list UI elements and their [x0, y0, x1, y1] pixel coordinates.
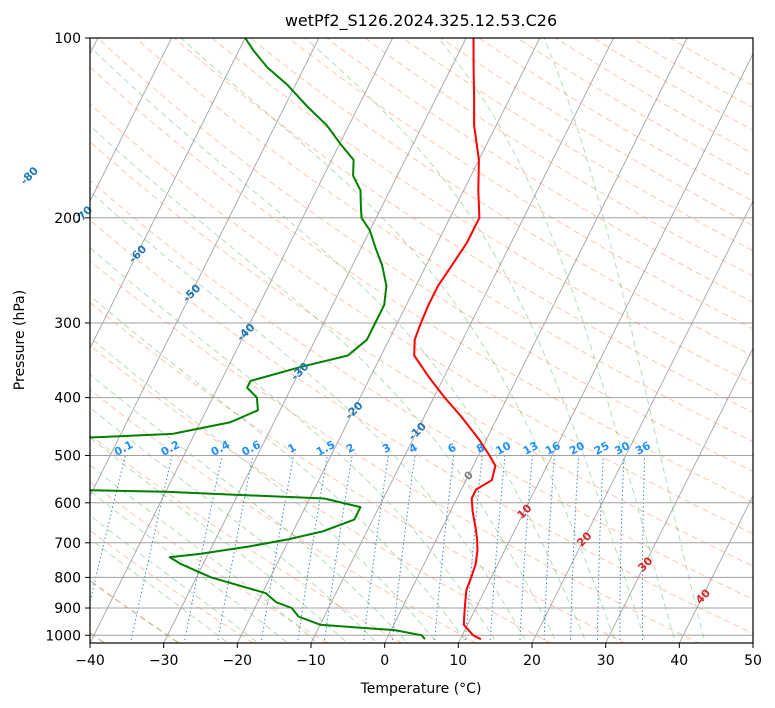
mixing-ratio-line	[569, 455, 580, 643]
y-tick-label: 900	[54, 601, 81, 617]
moist-adiabat	[90, 124, 558, 643]
isotherm	[90, 38, 320, 497]
dry-adiabat	[90, 344, 552, 643]
x-tick-label: −40	[75, 653, 105, 669]
moist-adiabat	[90, 247, 498, 643]
dry-adiabat	[90, 301, 626, 643]
y-tick-label: 500	[54, 449, 81, 465]
moist-adiabat	[438, 38, 676, 643]
dry-adiabat	[90, 579, 180, 643]
dry-adiabat	[90, 66, 753, 503]
mixing-ratio-line	[619, 455, 625, 643]
x-tick-label: 40	[670, 653, 688, 669]
x-tick-label: −20	[223, 653, 253, 669]
isotherm	[90, 38, 394, 643]
moist-adiabats	[90, 38, 706, 643]
mixing-ratio-label: 36	[633, 439, 653, 458]
isotherm	[90, 38, 246, 350]
isotherm	[605, 347, 753, 643]
moist-adiabat	[90, 514, 259, 643]
dry-adiabat	[97, 38, 753, 473]
y-tick-label: 1000	[45, 628, 81, 644]
plot-background	[90, 38, 753, 643]
x-tick-label: 10	[449, 653, 467, 669]
mixing-ratio-line	[464, 455, 483, 643]
moist-adiabat	[90, 295, 468, 643]
y-axis-ticks: 1000 900 800 700 600 500 400 300 200 100	[45, 31, 90, 644]
mixing-ratio-line	[296, 455, 328, 643]
moist-adiabat	[90, 406, 378, 643]
x-tick-label: 20	[523, 653, 541, 669]
mixing-ratio-line	[596, 455, 604, 643]
moist-adiabat	[90, 538, 230, 643]
mixing-ratio-label: 10	[494, 439, 514, 458]
isotherm	[236, 38, 541, 643]
y-tick-label: 300	[54, 316, 81, 332]
plot-frame	[89, 37, 754, 644]
moist-adiabat	[90, 436, 349, 643]
dry-adiabat	[90, 260, 701, 643]
y-tick-label: 400	[54, 391, 81, 407]
y-axis-label: Pressure (hPa)	[12, 290, 28, 390]
moist-adiabat	[90, 336, 438, 643]
mixing-ratio-line	[216, 455, 254, 643]
x-tick-label: 50	[744, 653, 762, 669]
dry-adiabat	[211, 38, 753, 385]
y-tick-label: 200	[54, 211, 81, 227]
mixing-ratio-line	[519, 455, 533, 643]
x-axis-label: Temperature (°C)	[360, 681, 482, 697]
dry-adiabat	[135, 38, 753, 443]
mixing-ratio-line	[543, 455, 555, 643]
mixing-ratio-label: 25	[592, 439, 612, 458]
x-tick-label: 0	[380, 653, 389, 669]
x-axis-ticks: −40 −30 −20 −10 0 10 20 30 40 50	[75, 643, 762, 669]
mixing-ratio-label: 16	[543, 439, 563, 458]
dry-adiabat	[249, 38, 753, 357]
mixing-ratio-line	[183, 455, 223, 643]
y-tick-label: 800	[54, 570, 81, 586]
moist-adiabat	[180, 38, 617, 643]
moist-adiabat	[304, 38, 647, 643]
isotherm	[531, 199, 753, 643]
dry-adiabat	[90, 219, 753, 635]
chart-title: wetPf2_S126.2024.325.12.53.C26	[285, 11, 557, 31]
x-tick-label: −10	[296, 653, 326, 669]
isotherms	[90, 38, 753, 643]
x-tick-label: −30	[149, 653, 179, 669]
mixing-ratio-label: 20	[567, 439, 587, 458]
isotherm	[90, 38, 173, 203]
isotherm	[384, 38, 688, 643]
mixing-ratio-line	[260, 455, 295, 643]
x-tick-label: 30	[597, 653, 615, 669]
isotherm-label: -80	[18, 164, 41, 187]
dry-adiabat	[90, 179, 753, 600]
moist-adiabat	[90, 45, 587, 643]
profile-line	[413, 38, 497, 641]
moist-adiabat	[543, 38, 706, 643]
mixing-ratio-line	[489, 455, 506, 643]
mixing-ratio-line	[90, 455, 126, 605]
mixing-ratio-label: 30	[612, 439, 632, 458]
mixing-ratio-label: 13	[521, 439, 541, 458]
dry-adiabat	[90, 141, 753, 567]
isotherm	[310, 38, 615, 643]
mixing-ratio-line	[641, 455, 646, 643]
y-tick-label: 600	[54, 496, 81, 512]
y-tick-label: 700	[54, 536, 81, 552]
dry-adiabat	[90, 388, 478, 643]
isotherm	[678, 494, 753, 643]
profile-line	[90, 38, 426, 640]
dry-adiabats	[90, 38, 753, 643]
moist-adiabat	[90, 191, 528, 643]
isotherm	[457, 52, 753, 643]
profile-series	[90, 38, 497, 641]
y-tick-label: 100	[54, 31, 81, 47]
